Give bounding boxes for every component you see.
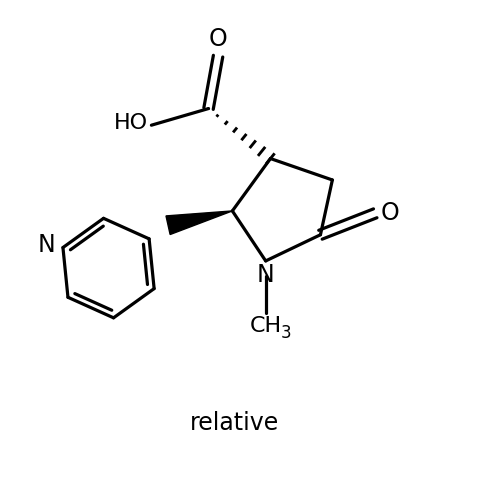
Polygon shape (166, 211, 232, 235)
Text: HO: HO (114, 113, 148, 133)
Text: O: O (209, 27, 228, 51)
Text: CH: CH (250, 316, 282, 336)
Text: 3: 3 (281, 324, 292, 342)
Text: N: N (257, 263, 274, 287)
Text: N: N (38, 233, 56, 257)
Text: relative: relative (190, 411, 279, 435)
Text: O: O (381, 201, 399, 225)
